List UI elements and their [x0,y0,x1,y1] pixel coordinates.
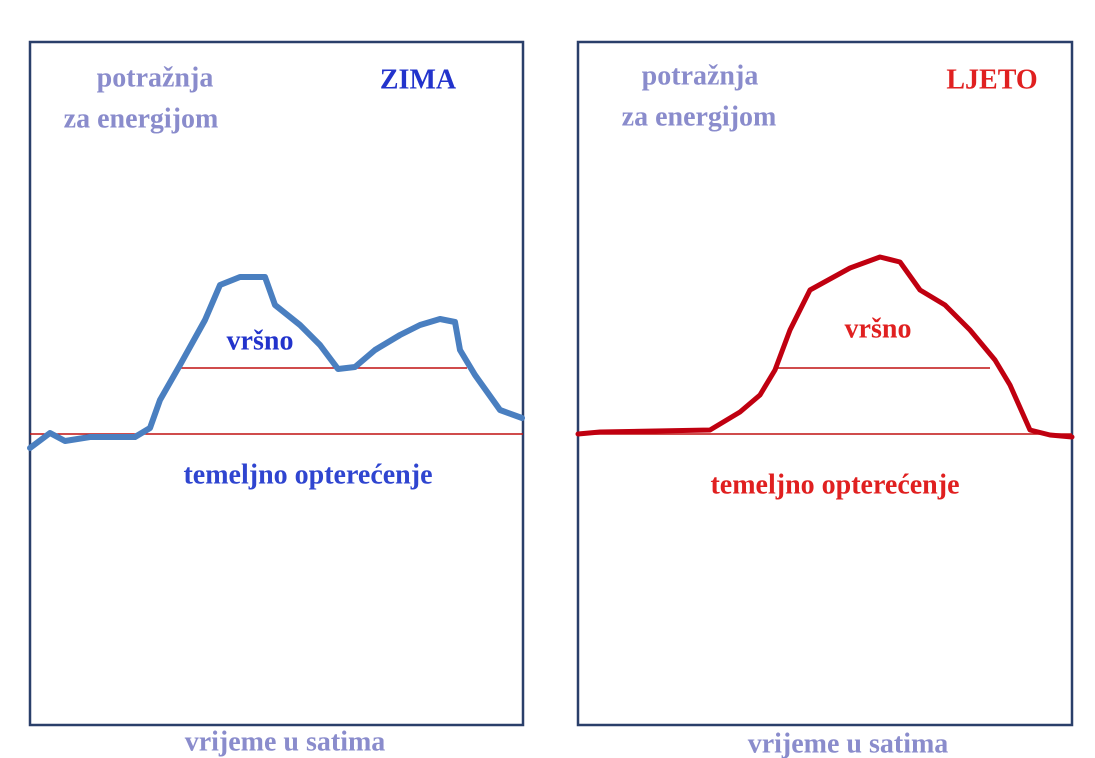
demand-curve [575,254,1075,440]
y-label: potražnja [97,62,214,93]
y-label: potražnja [642,60,759,91]
season-title: ZIMA [380,64,457,95]
base-label: temeljno opterećenje [710,469,959,500]
panel-frame [28,40,525,727]
peak-label: vršno [845,313,912,344]
y-label: za energijom [622,101,777,132]
x-label: vrijeme u satima [748,728,949,758]
panel-frame [576,40,1074,727]
x-label: vrijeme u satima [185,726,386,757]
y-label: za energijom [64,103,219,134]
base-label: temeljno opterećenje [183,459,432,490]
peak-label: vršno [227,325,294,356]
season-title: LJETO [946,64,1037,95]
demand-curve [27,274,525,451]
